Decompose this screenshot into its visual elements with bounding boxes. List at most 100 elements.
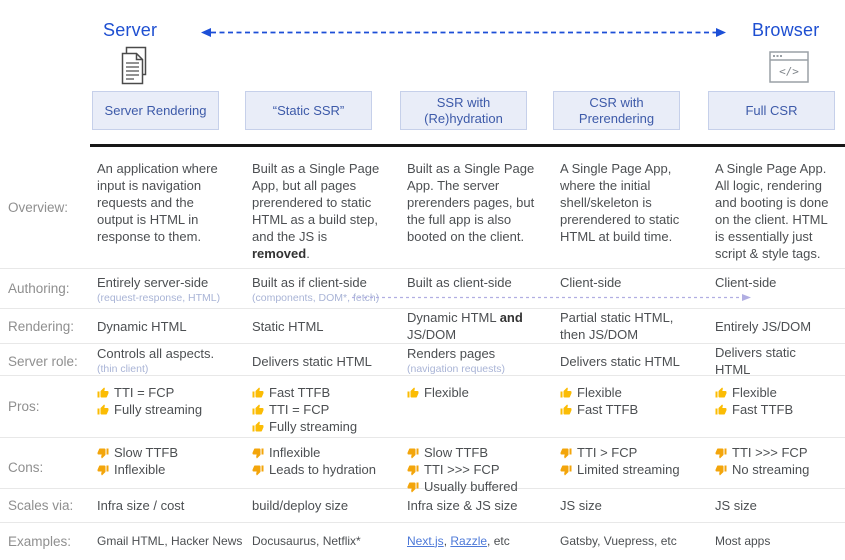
thumbs-down-icon bbox=[97, 464, 109, 476]
con-item: TTI > FCP bbox=[560, 445, 696, 461]
row-pros: Pros: TTI = FCP Fully streaming Fast TTF… bbox=[0, 375, 845, 437]
table-top-border bbox=[90, 144, 845, 147]
column-header-csr-prerendering: CSR with Prerendering bbox=[553, 91, 680, 130]
cell-text: Dynamic HTML bbox=[407, 310, 500, 325]
table-cell: Delivers static HTML bbox=[710, 344, 845, 378]
razzle-link[interactable]: Razzle bbox=[450, 533, 488, 548]
pro-item: Flexible bbox=[407, 385, 541, 401]
pro-item: Fast TTFB bbox=[560, 402, 696, 418]
cell-text: JS size bbox=[715, 497, 757, 513]
thumbs-down-icon bbox=[252, 464, 264, 476]
table-cell: Built as a Single Page App. The server p… bbox=[407, 161, 535, 245]
table-cell: Client-side bbox=[555, 269, 710, 308]
cell-text: Delivers static HTML bbox=[715, 345, 796, 378]
row-label: Overview: bbox=[8, 200, 69, 215]
table-cell: JS size bbox=[555, 489, 710, 522]
row-label: Authoring: bbox=[8, 281, 70, 296]
table-cell: Infra size & JS size bbox=[402, 489, 555, 522]
cell-text: Next.js, Razzle, etc bbox=[407, 534, 510, 550]
table-cell: Built as if client-side (components, DOM… bbox=[247, 269, 402, 308]
thumbs-up-icon bbox=[97, 404, 109, 416]
table-cell: Dynamic HTML and JS/DOM bbox=[402, 309, 555, 343]
thumbs-down-icon bbox=[97, 447, 109, 459]
row-label: Server role: bbox=[8, 353, 78, 369]
table-cell: TTI = FCP Fully streaming bbox=[92, 376, 247, 437]
table-cell: Flexible Fast TTFB bbox=[555, 376, 710, 437]
table-cell: TTI > FCP Limited streaming bbox=[555, 438, 710, 496]
table-cell: Inflexible Leads to hydration bbox=[247, 438, 402, 496]
row-cons: Cons: Slow TTFB Inflexible Inflexible Le… bbox=[0, 437, 845, 494]
con-item: Inflexible bbox=[252, 445, 388, 461]
cell-text: Most apps bbox=[715, 533, 771, 548]
cell-subtext: (navigation requests) bbox=[407, 363, 506, 376]
thumbs-down-icon bbox=[407, 447, 419, 459]
row-label: Scales via: bbox=[8, 498, 74, 513]
cell-subtext: (components, DOM*, fetch) bbox=[252, 292, 380, 305]
authoring-dashed-arrow-icon bbox=[352, 294, 751, 301]
cell-text: Dynamic HTML bbox=[97, 318, 187, 334]
con-text: Slow TTFB bbox=[424, 445, 489, 460]
con-text: Inflexible bbox=[114, 462, 166, 477]
table-cell: Infra size / cost bbox=[92, 489, 247, 522]
table-cell: Fast TTFB TTI = FCP Fully streaming bbox=[247, 376, 402, 437]
cell-text: Infra size / cost bbox=[97, 497, 185, 513]
pro-text: TTI = FCP bbox=[269, 402, 330, 417]
cell-text: , bbox=[443, 533, 451, 548]
pro-item: Flexible bbox=[560, 385, 696, 401]
cell-text: Built as if client-side bbox=[252, 275, 367, 290]
table-cell: Partial static HTML, then JS/DOM bbox=[555, 309, 710, 343]
comparison-table: Overview: An application where input is … bbox=[0, 147, 845, 560]
pro-item: Fast TTFB bbox=[252, 385, 388, 401]
cell-text: Built as client-side bbox=[407, 275, 512, 290]
table-cell: A Single Page App, where the initial she… bbox=[560, 161, 680, 245]
cell-text: Static HTML bbox=[252, 318, 324, 334]
thumbs-up-icon bbox=[560, 387, 572, 399]
nextjs-link[interactable]: Next.js bbox=[407, 533, 444, 548]
column-header-static-ssr: “Static SSR” bbox=[245, 91, 372, 130]
table-cell: Gmail HTML, Hacker News bbox=[92, 523, 247, 560]
table-cell: A Single Page App. All logic, rendering … bbox=[715, 161, 829, 262]
thumbs-down-icon bbox=[560, 464, 572, 476]
row-label: Pros: bbox=[8, 399, 40, 414]
table-cell: TTI >>> FCP No streaming bbox=[710, 438, 845, 496]
cell-text: Delivers static HTML bbox=[252, 353, 372, 369]
con-item: Slow TTFB bbox=[407, 445, 541, 461]
pro-item: Fully streaming bbox=[97, 402, 233, 418]
server-label: Server bbox=[103, 20, 158, 40]
pro-text: Fast TTFB bbox=[269, 385, 331, 400]
cell-text: Built as a Single Page App, but all page… bbox=[252, 161, 380, 245]
table-cell: Gatsby, Vuepress, etc bbox=[555, 523, 710, 560]
con-item: TTI >>> FCP bbox=[715, 445, 831, 461]
thumbs-down-icon bbox=[715, 464, 727, 476]
column-header-ssr-rehydration: SSR with (Re)hydration bbox=[400, 91, 527, 130]
thumbs-up-icon bbox=[252, 387, 264, 399]
thumbs-up-icon bbox=[252, 404, 264, 416]
con-item: TTI >>> FCP bbox=[407, 462, 541, 478]
browser-label: Browser bbox=[752, 20, 820, 40]
cell-text: Partial static HTML, then JS/DOM bbox=[560, 310, 674, 343]
con-text: TTI > FCP bbox=[577, 445, 638, 460]
table-cell: Dynamic HTML bbox=[92, 309, 247, 343]
cell-text: build/deploy size bbox=[252, 497, 349, 513]
con-text: Leads to hydration bbox=[269, 462, 376, 477]
cell-text: . bbox=[306, 246, 310, 262]
cell-text: Docusaurus, Netflix* bbox=[252, 533, 361, 548]
server-browser-dashed-arrow-icon bbox=[201, 28, 726, 37]
cell-text: Client-side bbox=[715, 275, 777, 290]
row-server-role: Server role: Controls all aspects. (thin… bbox=[0, 343, 845, 378]
row-label: Cons: bbox=[8, 459, 44, 475]
cell-text: Renders pages bbox=[407, 346, 496, 362]
table-cell: Built as client-side bbox=[402, 269, 555, 308]
table-cell: Renders pages (navigation requests) bbox=[402, 344, 555, 378]
thumbs-down-icon bbox=[715, 447, 727, 459]
table-cell: Static HTML bbox=[247, 309, 402, 343]
con-text: Usually buffered bbox=[424, 479, 518, 494]
thumbs-up-icon bbox=[407, 387, 419, 399]
con-item: No streaming bbox=[715, 462, 831, 478]
con-text: TTI >>> FCP bbox=[732, 445, 808, 460]
table-cell: build/deploy size bbox=[247, 489, 402, 522]
table-cell: Next.js, Razzle, etc bbox=[402, 523, 555, 560]
cell-text: Dynamic HTML and JS/DOM bbox=[407, 309, 541, 343]
cell-text: Infra size & JS size bbox=[407, 497, 518, 513]
